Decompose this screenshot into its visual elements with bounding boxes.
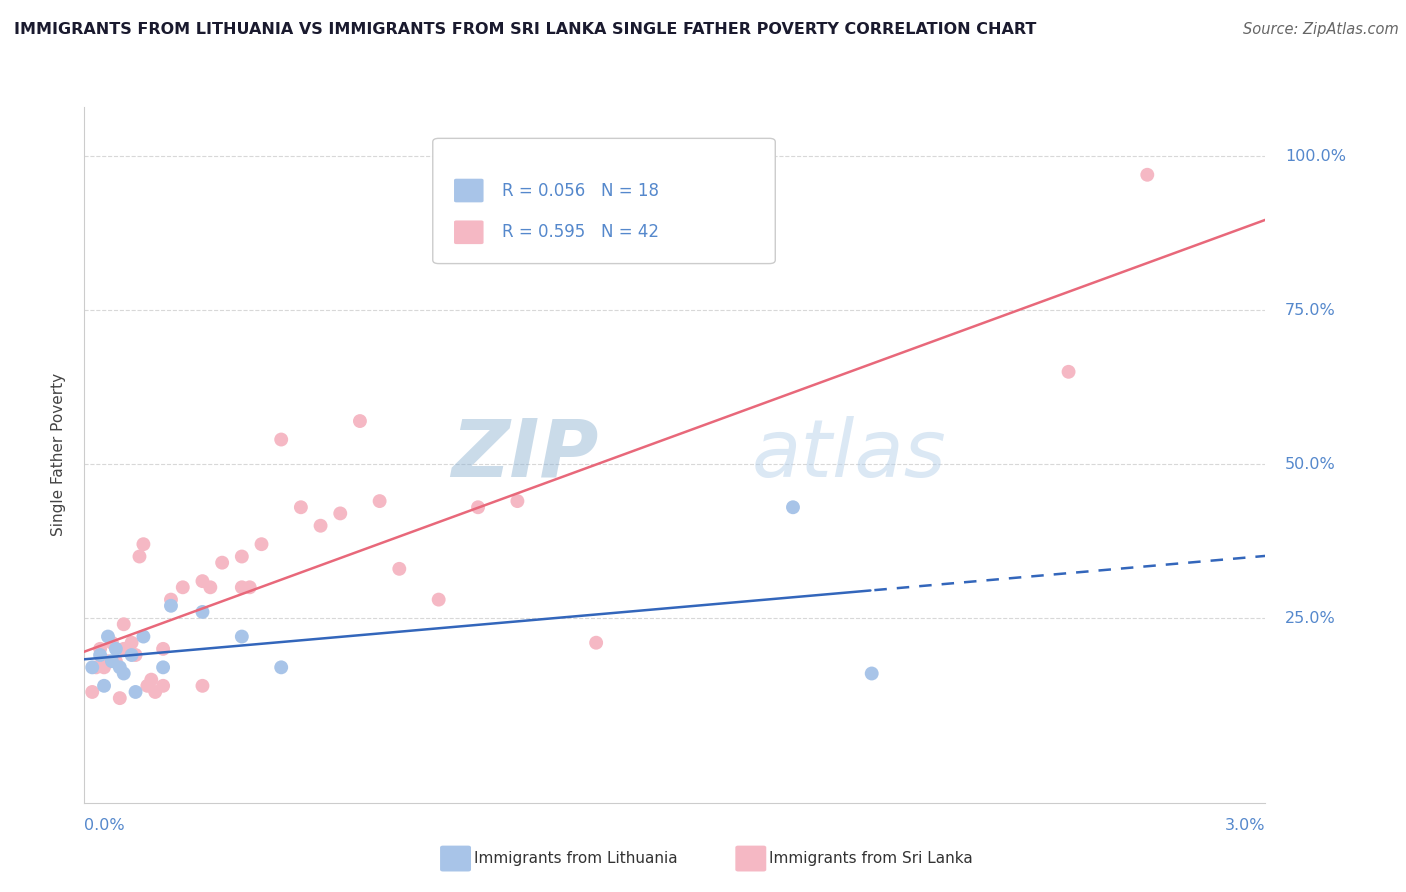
Point — [89, 641, 111, 656]
Point — [136, 679, 159, 693]
Point — [84, 660, 107, 674]
Point — [82, 685, 104, 699]
Point — [101, 654, 124, 668]
Point — [112, 617, 135, 632]
Point — [132, 537, 155, 551]
Text: 75.0%: 75.0% — [1285, 302, 1336, 318]
Point — [93, 679, 115, 693]
Text: atlas: atlas — [752, 416, 946, 494]
Point — [121, 648, 143, 662]
Text: R = 0.056   N = 18: R = 0.056 N = 18 — [502, 182, 659, 200]
Text: Source: ZipAtlas.com: Source: ZipAtlas.com — [1243, 22, 1399, 37]
Point — [1136, 168, 1159, 182]
Point — [141, 673, 163, 687]
Text: 25.0%: 25.0% — [1285, 611, 1336, 625]
Point — [860, 666, 883, 681]
Point — [112, 641, 135, 656]
Point — [97, 630, 120, 644]
Text: IMMIGRANTS FROM LITHUANIA VS IMMIGRANTS FROM SRI LANKA SINGLE FATHER POVERTY COR: IMMIGRANTS FROM LITHUANIA VS IMMIGRANTS … — [14, 22, 1036, 37]
Point — [782, 500, 804, 515]
Point — [427, 592, 450, 607]
Point — [152, 679, 174, 693]
Point — [239, 580, 262, 594]
FancyBboxPatch shape — [454, 220, 484, 244]
Point — [160, 592, 183, 607]
Point — [89, 648, 111, 662]
Text: 3.0%: 3.0% — [1225, 818, 1265, 833]
Point — [211, 556, 233, 570]
Text: R = 0.595   N = 42: R = 0.595 N = 42 — [502, 223, 659, 241]
Point — [82, 660, 104, 674]
Point — [93, 660, 115, 674]
Point — [231, 549, 253, 564]
Point — [270, 433, 292, 447]
Point — [112, 666, 135, 681]
Text: ZIP: ZIP — [451, 416, 598, 494]
Point — [1057, 365, 1080, 379]
Point — [104, 654, 127, 668]
Point — [124, 648, 146, 662]
Point — [101, 636, 124, 650]
Point — [506, 494, 529, 508]
Point — [104, 641, 127, 656]
Point — [152, 660, 174, 674]
Point — [97, 654, 120, 668]
Point — [200, 580, 222, 594]
Text: 50.0%: 50.0% — [1285, 457, 1336, 472]
Point — [121, 636, 143, 650]
Point — [108, 660, 131, 674]
Point — [388, 562, 411, 576]
Point — [124, 685, 146, 699]
Point — [191, 574, 214, 589]
Point — [152, 641, 174, 656]
Point — [191, 679, 214, 693]
Point — [290, 500, 312, 515]
Point — [368, 494, 391, 508]
Point — [349, 414, 371, 428]
Point — [143, 685, 166, 699]
Text: Single Father Poverty: Single Father Poverty — [51, 374, 66, 536]
Point — [585, 636, 607, 650]
Text: Immigrants from Lithuania: Immigrants from Lithuania — [474, 851, 678, 866]
FancyBboxPatch shape — [454, 178, 484, 202]
Point — [270, 660, 292, 674]
Point — [309, 518, 332, 533]
Point — [231, 580, 253, 594]
Point — [231, 630, 253, 644]
Point — [128, 549, 150, 564]
Point — [160, 599, 183, 613]
Point — [191, 605, 214, 619]
Point — [132, 630, 155, 644]
Text: Immigrants from Sri Lanka: Immigrants from Sri Lanka — [769, 851, 973, 866]
Point — [329, 507, 352, 521]
Text: 100.0%: 100.0% — [1285, 149, 1346, 164]
Point — [108, 691, 131, 706]
FancyBboxPatch shape — [433, 138, 775, 263]
Point — [172, 580, 194, 594]
Text: 0.0%: 0.0% — [84, 818, 125, 833]
Point — [467, 500, 489, 515]
Point — [250, 537, 273, 551]
